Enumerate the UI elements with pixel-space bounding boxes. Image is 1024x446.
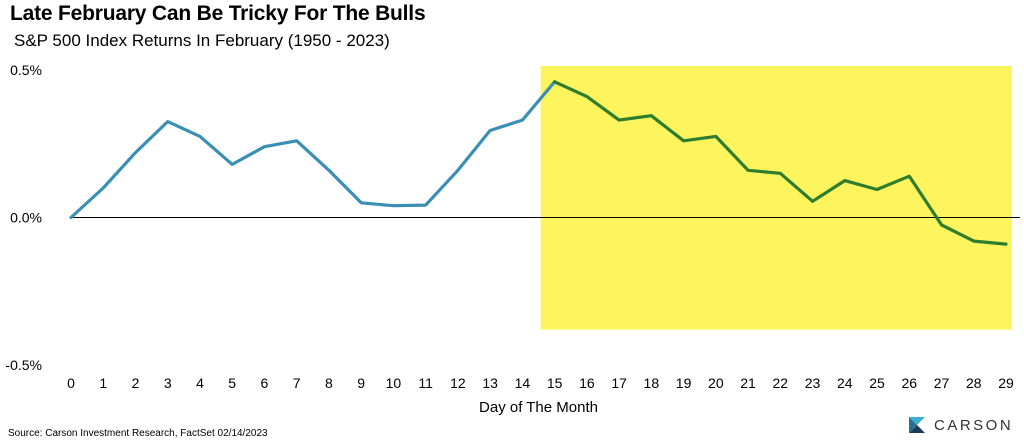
brand-name: CARSON — [934, 416, 1014, 434]
x-tick-label: 16 — [579, 375, 595, 391]
x-axis-ticks: 0 1 2 3 4 5 6 7 8 9 10 11 12 13 14 15 16 17 18 19 20 21 22 23 24… — [67, 375, 1014, 391]
y-tick-label: 0.5% — [10, 62, 42, 78]
x-tick-label: 4 — [196, 375, 204, 391]
brand-logo: CARSON — [907, 415, 1013, 435]
x-tick-label: 27 — [934, 375, 950, 391]
x-tick-label: 25 — [869, 375, 885, 391]
x-tick-label: 18 — [644, 375, 660, 391]
series-line-days-15-29 — [552, 80, 1008, 246]
x-tick-label: 22 — [773, 375, 789, 391]
y-tick-label: 0.0% — [10, 210, 42, 226]
x-axis-label: Day of The Month — [479, 399, 598, 416]
x-tick-label: 13 — [482, 375, 498, 391]
x-tick-label: 1 — [99, 375, 107, 391]
x-tick-label: 10 — [386, 375, 402, 391]
x-tick-label: 12 — [450, 375, 466, 391]
y-tick-label: -0.5% — [5, 357, 42, 373]
x-tick-label: 23 — [805, 375, 821, 391]
x-tick-label: 19 — [676, 375, 692, 391]
x-tick-label: 14 — [515, 375, 531, 391]
x-tick-label: 0 — [67, 375, 75, 391]
x-tick-label: 9 — [357, 375, 365, 391]
carson-logo-icon — [909, 417, 925, 433]
x-tick-label: 11 — [418, 375, 433, 391]
x-tick-label: 8 — [325, 375, 333, 391]
x-tick-label: 2 — [132, 375, 140, 391]
series-line-days-0-15 — [69, 80, 557, 220]
x-tick-label: 28 — [966, 375, 982, 391]
x-tick-label: 21 — [740, 375, 756, 391]
x-tick-label: 7 — [293, 375, 301, 391]
x-tick-label: 6 — [261, 375, 269, 391]
x-tick-label: 24 — [837, 375, 853, 391]
series-lines — [69, 80, 1008, 246]
x-tick-label: 3 — [164, 375, 172, 391]
chart-title: Late February Can Be Tricky For The Bull… — [10, 2, 426, 25]
x-tick-label: 29 — [998, 375, 1014, 391]
chart-subtitle: S&P 500 Index Returns In February (1950 … — [14, 31, 390, 50]
x-tick-label: 17 — [611, 375, 627, 391]
x-tick-label: 5 — [228, 375, 236, 391]
x-tick-label: 26 — [901, 375, 917, 391]
x-tick-label: 20 — [708, 375, 724, 391]
late-february-highlight — [540, 66, 1012, 330]
y-axis-ticks: 0.5% 0.0% -0.5% — [5, 62, 42, 373]
source-note: Source: Carson Investment Research, Fact… — [8, 428, 268, 439]
x-tick-label: 15 — [547, 375, 563, 391]
